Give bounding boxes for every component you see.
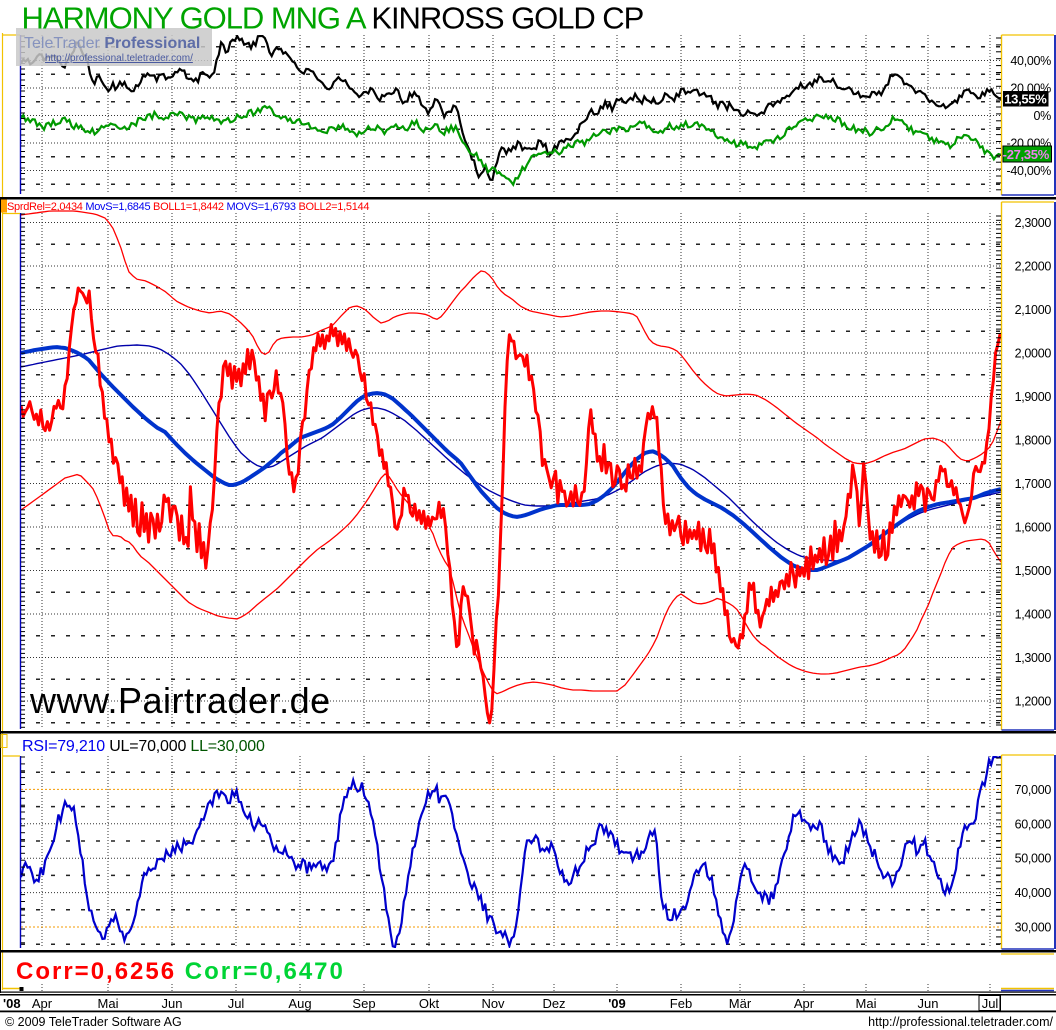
svg-text:1,2000: 1,2000 — [1015, 695, 1052, 709]
svg-text:Apr: Apr — [32, 996, 53, 1011]
svg-text:1,5000: 1,5000 — [1015, 564, 1052, 578]
svg-text:2,2000: 2,2000 — [1015, 260, 1052, 274]
svg-text:Jun: Jun — [918, 996, 939, 1011]
svg-text:Jul: Jul — [228, 996, 245, 1011]
svg-text:30,000: 30,000 — [1015, 921, 1052, 935]
svg-text:Apr: Apr — [794, 996, 815, 1011]
svg-text:Dez: Dez — [542, 996, 565, 1011]
svg-text:2,3000: 2,3000 — [1015, 216, 1052, 230]
svg-text:Mär: Mär — [729, 996, 752, 1011]
svg-text:1,4000: 1,4000 — [1015, 608, 1052, 622]
svg-text:Nov: Nov — [481, 996, 505, 1011]
svg-text:Mai: Mai — [98, 996, 119, 1011]
svg-text:50,000: 50,000 — [1015, 852, 1052, 866]
svg-text:0%: 0% — [1034, 109, 1052, 123]
svg-text:70,000: 70,000 — [1015, 783, 1052, 797]
svg-text:Jun: Jun — [162, 996, 183, 1011]
svg-text:2,0000: 2,0000 — [1015, 347, 1052, 361]
svg-text:Sep: Sep — [352, 996, 375, 1011]
svg-text:60,000: 60,000 — [1015, 817, 1052, 831]
svg-text:Aug: Aug — [288, 996, 311, 1011]
svg-text:Okt: Okt — [419, 996, 440, 1011]
svg-text:Mai: Mai — [856, 996, 877, 1011]
svg-text:www.Pairtrader.de: www.Pairtrader.de — [29, 680, 331, 721]
svg-text:1,3000: 1,3000 — [1015, 651, 1052, 665]
svg-text:Jul: Jul — [982, 996, 999, 1011]
svg-text:Corr=0,6256 Corr=0,6470: Corr=0,6256 Corr=0,6470 — [16, 958, 345, 985]
svg-text:http://professional.teletrader: http://professional.teletrader.com/ — [868, 1015, 1053, 1029]
svg-text:'08: '08 — [3, 996, 21, 1011]
svg-text:-27,35%: -27,35% — [1003, 147, 1050, 162]
svg-text:'09: '09 — [608, 996, 626, 1011]
svg-text:RSI=79,210 UL=70,000 LL=30,000: RSI=79,210 UL=70,000 LL=30,000 — [22, 738, 265, 755]
svg-text:http://professional.teletrader: http://professional.teletrader.com/ — [45, 53, 193, 64]
svg-text:TeleTrader Professional: TeleTrader Professional — [24, 35, 200, 52]
svg-text:1,7000: 1,7000 — [1015, 477, 1052, 491]
svg-text:40,00%: 40,00% — [1010, 54, 1051, 68]
svg-text:1,6000: 1,6000 — [1015, 521, 1052, 535]
svg-text:1,9000: 1,9000 — [1015, 390, 1052, 404]
svg-text:1,8000: 1,8000 — [1015, 434, 1052, 448]
svg-text:13,55%: 13,55% — [1004, 92, 1047, 107]
svg-text:Feb: Feb — [670, 996, 692, 1011]
svg-text:HARMONY GOLD MNG A KINROSS GOL: HARMONY GOLD MNG A KINROSS GOLD CP — [22, 1, 644, 36]
svg-text:40,000: 40,000 — [1015, 886, 1052, 900]
svg-text:2,1000: 2,1000 — [1015, 303, 1052, 317]
svg-text:SprdRel=2,0434 MovS=1,6845 BOL: SprdRel=2,0434 MovS=1,6845 BOLL1=1,8442 … — [7, 201, 369, 213]
svg-text:© 2009 TeleTrader Software AG: © 2009 TeleTrader Software AG — [5, 1015, 182, 1029]
svg-text:-40,00%: -40,00% — [1007, 164, 1052, 178]
